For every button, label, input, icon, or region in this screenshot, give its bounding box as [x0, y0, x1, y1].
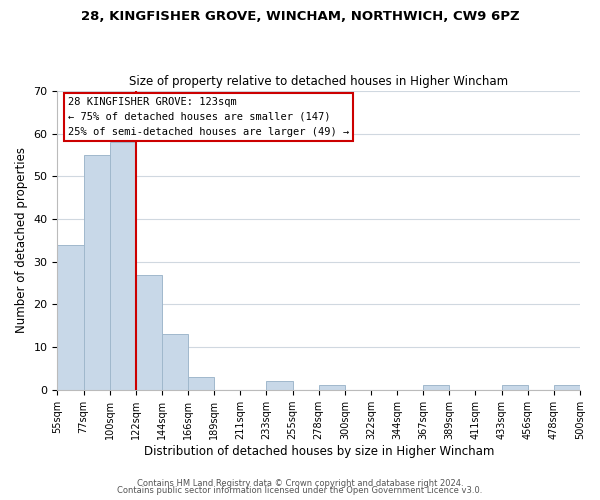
Bar — [266, 381, 293, 390]
Bar — [83, 155, 110, 390]
Bar — [423, 386, 449, 390]
Y-axis label: Number of detached properties: Number of detached properties — [15, 148, 28, 334]
Bar — [162, 334, 188, 390]
Bar — [502, 386, 528, 390]
Bar — [188, 377, 214, 390]
Bar — [58, 244, 83, 390]
X-axis label: Distribution of detached houses by size in Higher Wincham: Distribution of detached houses by size … — [143, 444, 494, 458]
Bar — [554, 386, 580, 390]
Bar — [136, 274, 162, 390]
Bar — [319, 386, 345, 390]
Text: 28 KINGFISHER GROVE: 123sqm
← 75% of detached houses are smaller (147)
25% of se: 28 KINGFISHER GROVE: 123sqm ← 75% of det… — [68, 97, 349, 136]
Text: Contains HM Land Registry data © Crown copyright and database right 2024.: Contains HM Land Registry data © Crown c… — [137, 478, 463, 488]
Text: 28, KINGFISHER GROVE, WINCHAM, NORTHWICH, CW9 6PZ: 28, KINGFISHER GROVE, WINCHAM, NORTHWICH… — [80, 10, 520, 23]
Bar — [110, 142, 136, 390]
Text: Contains public sector information licensed under the Open Government Licence v3: Contains public sector information licen… — [118, 486, 482, 495]
Title: Size of property relative to detached houses in Higher Wincham: Size of property relative to detached ho… — [129, 76, 508, 88]
